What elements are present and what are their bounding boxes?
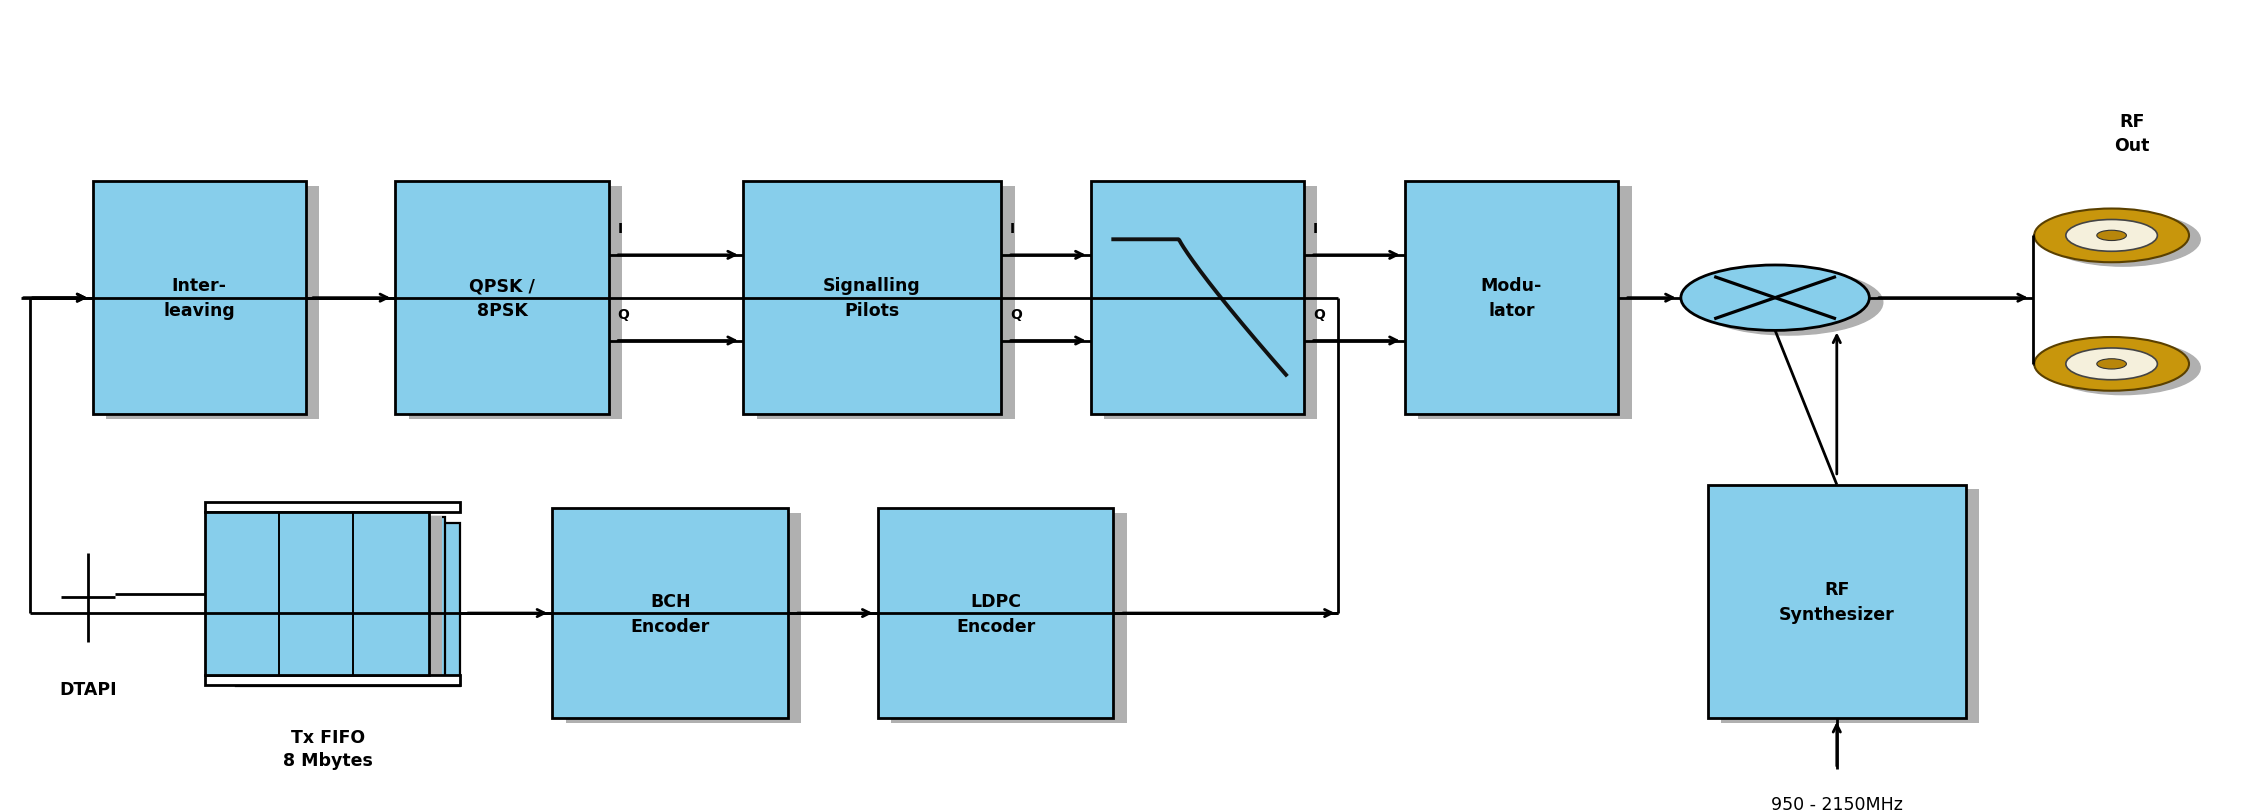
Circle shape <box>2044 341 2200 395</box>
Circle shape <box>1693 270 1882 336</box>
Bar <box>1091 182 1304 415</box>
Bar <box>1707 485 1966 719</box>
Text: Q: Q <box>1313 307 1325 322</box>
Text: QPSK /
8PSK: QPSK / 8PSK <box>470 277 535 320</box>
Bar <box>220 517 445 681</box>
Circle shape <box>2033 337 2188 391</box>
Bar <box>1720 490 1979 723</box>
Bar <box>742 182 1001 415</box>
Bar <box>891 513 1127 723</box>
Text: I: I <box>1010 222 1014 236</box>
Circle shape <box>1680 266 1869 331</box>
Text: Modu-
lator: Modu- lator <box>1480 277 1543 320</box>
Text: LDPC
Encoder: LDPC Encoder <box>956 592 1035 635</box>
Text: Signalling
Pilots: Signalling Pilots <box>823 277 922 320</box>
Bar <box>877 508 1113 719</box>
Bar <box>218 517 443 680</box>
Bar <box>1104 187 1318 419</box>
Bar <box>205 503 461 513</box>
Circle shape <box>2096 231 2125 241</box>
Bar <box>567 513 801 723</box>
Text: Q: Q <box>1010 307 1021 322</box>
Bar <box>756 187 1014 419</box>
Circle shape <box>2096 359 2125 370</box>
Bar <box>106 187 319 419</box>
Bar <box>205 513 430 676</box>
Bar <box>236 523 461 686</box>
Bar <box>92 182 306 415</box>
Text: RF
Synthesizer: RF Synthesizer <box>1779 580 1894 623</box>
Text: Q: Q <box>618 307 630 322</box>
Bar <box>205 676 461 684</box>
Text: 950 - 2150MHz: 950 - 2150MHz <box>1770 795 1903 811</box>
Text: Inter-
leaving: Inter- leaving <box>164 277 234 320</box>
Bar <box>396 182 609 415</box>
Text: Tx FIFO
8 Mbytes: Tx FIFO 8 Mbytes <box>283 727 373 769</box>
Circle shape <box>2033 209 2188 263</box>
Text: RF
Out: RF Out <box>2114 113 2150 154</box>
Bar <box>1406 182 1617 415</box>
Bar <box>409 187 623 419</box>
Bar <box>553 508 787 719</box>
Circle shape <box>2044 213 2200 267</box>
Bar <box>1419 187 1631 419</box>
Circle shape <box>2067 349 2157 380</box>
Text: I: I <box>1313 222 1318 236</box>
Text: BCH
Encoder: BCH Encoder <box>630 592 711 635</box>
Circle shape <box>2067 221 2157 252</box>
Text: I: I <box>618 222 623 236</box>
Text: DTAPI: DTAPI <box>58 680 117 697</box>
